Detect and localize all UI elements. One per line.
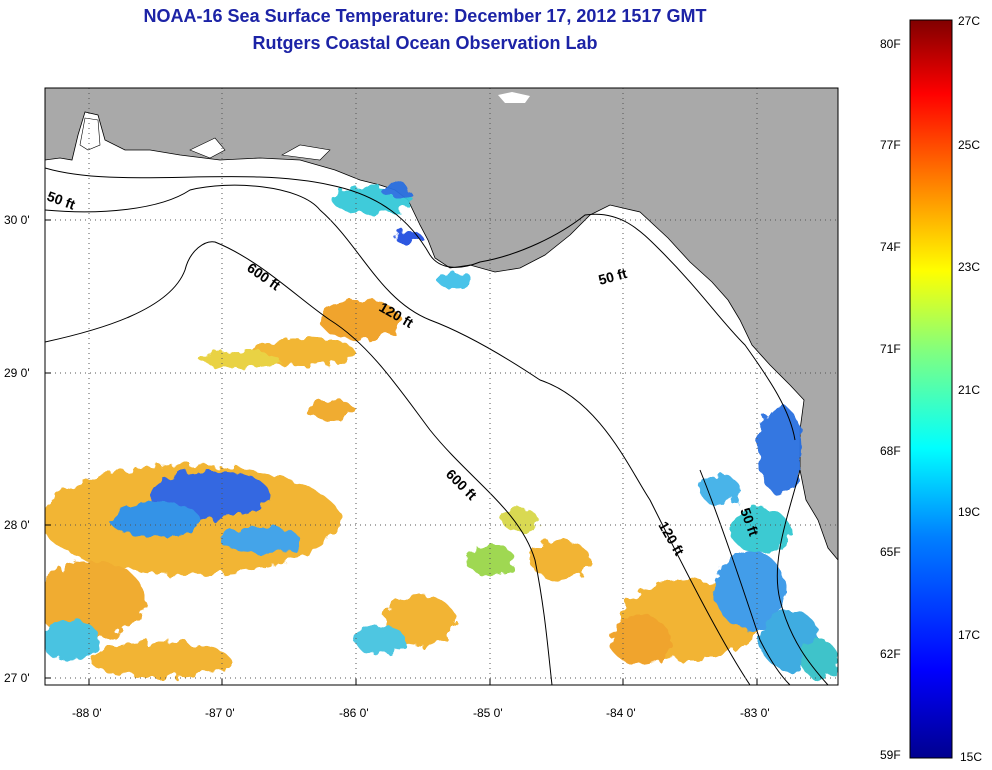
cb-f-80: 80F: [880, 37, 901, 51]
lat-tick-27: 27 0': [4, 671, 30, 685]
bay-1: [79, 117, 101, 151]
contour-label-50ft-e: 50 ft: [597, 265, 629, 288]
land-mass: [45, 88, 838, 561]
cb-c-23: 23C: [958, 260, 981, 274]
title-line-2: Rutgers Coastal Ocean Observation Lab: [252, 33, 598, 53]
cb-c-27: 27C: [958, 14, 981, 28]
contour-50ft-south: [776, 469, 829, 685]
contour-120ft: [45, 184, 751, 685]
cb-f-77: 77F: [880, 138, 901, 152]
cb-f-59: 59F: [880, 748, 901, 762]
cb-f-74: 74F: [880, 240, 901, 254]
lon-tick-87: -87 0': [205, 706, 235, 720]
lon-tick-84: -84 0': [606, 706, 636, 720]
lat-tick-29: 29 0': [4, 366, 30, 380]
bay-3: [281, 144, 331, 161]
lon-tick-88: -88 0': [72, 706, 102, 720]
plot-frame: [44, 87, 839, 686]
cb-f-62: 62F: [880, 647, 901, 661]
title-line-1: NOAA-16 Sea Surface Temperature: Decembe…: [143, 6, 707, 26]
cb-f-65: 65F: [880, 545, 901, 559]
lat-tick-28: 28 0': [4, 518, 30, 532]
lake: [498, 92, 530, 103]
bay-2: [189, 137, 226, 159]
cb-f-68: 68F: [880, 444, 901, 458]
cb-c-15: 15C: [960, 750, 983, 764]
lon-tick-83: -83 0': [740, 706, 770, 720]
lon-tick-86: -86 0': [339, 706, 369, 720]
cb-f-71: 71F: [880, 342, 901, 356]
cb-c-19: 19C: [958, 505, 981, 519]
contour-120ft-south: [699, 469, 791, 685]
lat-tick-30: 30 0': [4, 213, 30, 227]
cb-c-21: 21C: [958, 383, 981, 397]
contour-50ft-north: [45, 167, 796, 441]
contour-600ft: [45, 241, 553, 685]
cb-c-25: 25C: [958, 138, 981, 152]
colorbar: [909, 19, 953, 759]
cb-c-17: 17C: [958, 628, 981, 642]
lon-tick-85: -85 0': [473, 706, 503, 720]
